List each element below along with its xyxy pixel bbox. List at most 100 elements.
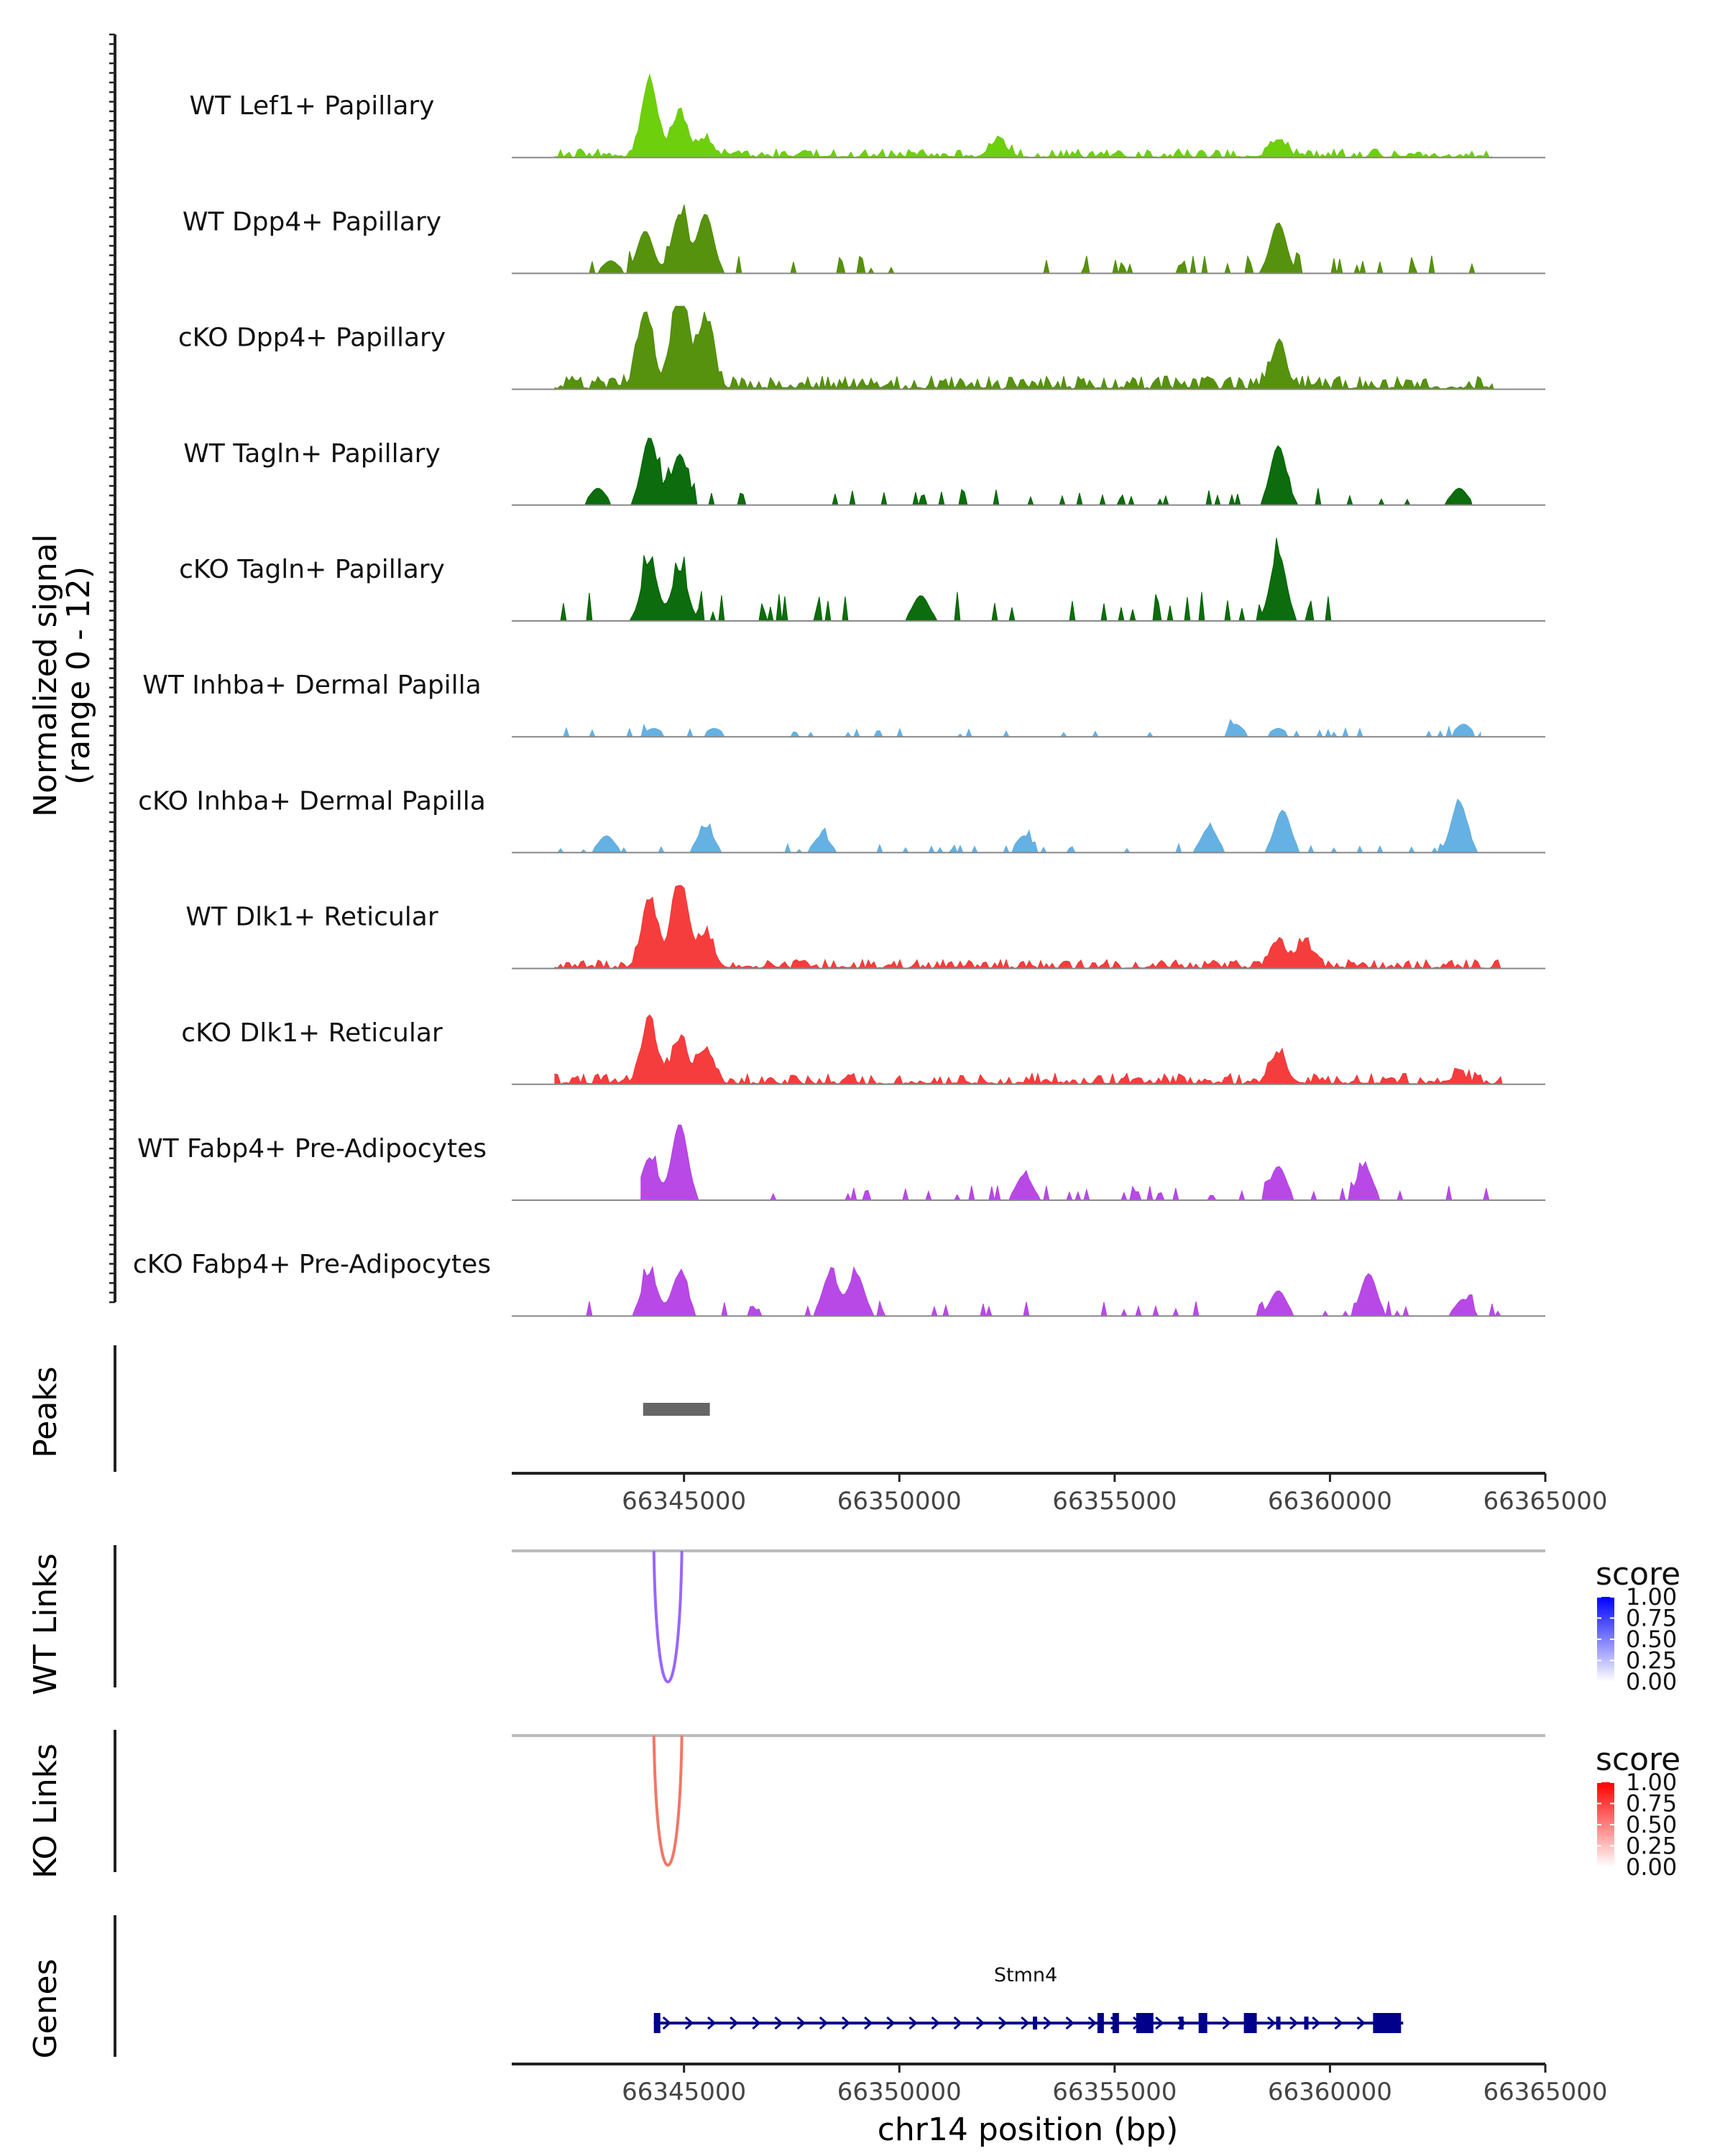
- gene-exon-11: [1373, 2013, 1402, 2033]
- ko-score-legend: score 1.000.750.500.250.00: [1596, 1741, 1680, 1881]
- gene-strand-arrow: [796, 2016, 806, 2030]
- coverage-area-6: [554, 719, 1481, 738]
- legend-tick-label: 0.50: [1626, 1811, 1677, 1838]
- x-axis-bottom-tick-label: 66350000: [837, 2078, 962, 2106]
- gene-strand-arrow: [1356, 2016, 1366, 2030]
- gene-exon-10: [1304, 2017, 1309, 2030]
- coverage-area-10: [640, 1124, 1494, 1202]
- ko-legend-title: score: [1596, 1741, 1680, 1778]
- gene-strand-arrow: [1087, 2016, 1097, 2030]
- legend-tick-label: 0.75: [1626, 1790, 1677, 1818]
- coverage-area-3: [554, 305, 1494, 390]
- coverage-area-1: [554, 73, 1494, 158]
- gene-strand-arrow: [1266, 2016, 1276, 2030]
- gene-strand-arrow: [684, 2016, 694, 2030]
- coverage-track-label-5: cKO Tagln+ Papillary: [179, 555, 445, 584]
- coverage-track-label-7: cKO Inhba+ Dermal Papilla: [138, 786, 486, 816]
- x-axis-top-tick-label: 66345000: [622, 1487, 746, 1516]
- legend-tick-label: 0.00: [1626, 1668, 1677, 1695]
- x-axis-bottom-tick-label: 66360000: [1268, 2078, 1392, 2106]
- x-axis-top-tick-label: 66365000: [1483, 1487, 1607, 1516]
- coverage-area-7: [554, 798, 1481, 854]
- coverage-track-label-8: WT Dlk1+ Reticular: [185, 903, 438, 932]
- gene-strand-arrow: [998, 2016, 1008, 2030]
- gene-strand-arrow: [1334, 2016, 1343, 2030]
- coverage-ylabel-line1: Normalized signal: [27, 534, 64, 817]
- coverage-area-9: [554, 1014, 1503, 1085]
- gene-strand-arrow: [774, 2016, 783, 2030]
- gene-strand-arrow: [1312, 2016, 1321, 2030]
- genes-panel: Stmn4: [114, 1915, 1404, 2057]
- coverage-track-label-2: WT Dpp4+ Papillary: [183, 207, 441, 236]
- coverage-track-label-3: cKO Dpp4+ Papillary: [178, 323, 446, 353]
- gene-strand-arrow: [864, 2016, 873, 2030]
- coverage-area-8: [554, 885, 1503, 969]
- gene-exon-3: [1097, 2013, 1104, 2033]
- gene-name-label: Stmn4: [994, 1964, 1057, 1986]
- legend-tick-label: 0.25: [1626, 1833, 1677, 1860]
- x-axis-bottom-tick-label: 66355000: [1052, 2078, 1177, 2106]
- gene-exon-9: [1276, 2017, 1281, 2030]
- coverage-area-2: [554, 204, 1494, 275]
- coverage-track-label-1: WT Lef1+ Papillary: [190, 91, 435, 121]
- peaks-panel: [114, 1345, 710, 1472]
- legend-tick-label: 0.75: [1626, 1605, 1677, 1632]
- genes-track-label: Genes: [27, 1958, 64, 2058]
- gene-strand-arrow: [1289, 2016, 1299, 2030]
- legend-tick-label: 0.25: [1626, 1647, 1677, 1674]
- links-panel: [114, 1545, 1545, 1872]
- wt-score-legend: score 1.000.750.500.250.00: [1596, 1556, 1680, 1695]
- gene-strand-arrow: [662, 2016, 671, 2030]
- coverage-track-label-6: WT Inhba+ Dermal Papilla: [142, 671, 481, 700]
- coverage-track-label-11: cKO Fabp4+ Pre-Adipocytes: [133, 1250, 491, 1279]
- wt-links-track-label: WT Links: [27, 1553, 64, 1695]
- gene-strand-arrow: [841, 2016, 851, 2030]
- legend-tick-label: 0.50: [1626, 1626, 1677, 1653]
- coverage-area-5: [554, 538, 1395, 622]
- legend-tick-label: 1.00: [1626, 1769, 1677, 1796]
- gene-exon-6: [1179, 2017, 1184, 2030]
- x-axis-top-tick-label: 66350000: [837, 1487, 962, 1516]
- x-axis-title: chr14 position (bp): [878, 2111, 1179, 2148]
- gene-strand-arrow: [819, 2016, 829, 2030]
- wt-legend-title: score: [1596, 1556, 1680, 1593]
- coverage-track-label-10: WT Fabp4+ Pre-Adipocytes: [137, 1134, 487, 1164]
- gene-exon-8: [1243, 2013, 1257, 2033]
- gene-exon-2: [1032, 2017, 1037, 2030]
- gene-strand-arrow: [908, 2016, 918, 2030]
- peak-region-1: [643, 1403, 710, 1416]
- peaks-track-label: Peaks: [27, 1366, 64, 1457]
- gene-strand-arrow: [1222, 2016, 1231, 2030]
- ko-links-track-label: KO Links: [27, 1743, 64, 1879]
- legend-tick-label: 1.00: [1626, 1583, 1677, 1611]
- x-axis-top-tick-label: 66360000: [1268, 1487, 1392, 1516]
- link-arc-1: [652, 1550, 684, 1683]
- gene-exon-1: [653, 2013, 661, 2033]
- gene-exon-5: [1136, 2013, 1154, 2033]
- coverage-panel: WT Lef1+ Papillary WT Dpp4+ Papillary cKO …: [109, 33, 1545, 1318]
- gene-strand-arrow: [931, 2016, 940, 2030]
- gene-strand-arrow: [752, 2016, 761, 2030]
- gene-strand-arrow: [1065, 2016, 1075, 2030]
- gene-strand-arrow: [953, 2016, 962, 2030]
- gene-strand-arrow: [1043, 2016, 1052, 2030]
- gene-exon-7: [1198, 2013, 1208, 2033]
- x-axis-bottom-tick-label: 66345000: [622, 2078, 746, 2106]
- x-axis-bottom-tick-label: 66365000: [1483, 2078, 1607, 2106]
- x-axis-top-tick-label: 66355000: [1052, 1487, 1177, 1516]
- coverage-ylabel-line2: (range 0 - 12): [60, 566, 97, 785]
- coverage-track-label-9: cKO Dlk1+ Reticular: [181, 1018, 443, 1048]
- legend-tick-label: 0.00: [1626, 1853, 1677, 1881]
- x-axis-top: 66345000 66350000 66355000 66360000 66365000: [512, 1472, 1608, 1516]
- x-axis-bottom: 66345000 66350000 66355000 66360000 66365000: [512, 2063, 1608, 2106]
- coverage-area-11: [554, 1266, 1503, 1318]
- gene-strand-arrow: [886, 2016, 896, 2030]
- coverage-area-4: [576, 438, 1473, 507]
- coverage-track-label-4: WT Tagln+ Papillary: [183, 439, 441, 469]
- gene-strand-arrow: [730, 2016, 739, 2030]
- gene-exon-4: [1112, 2013, 1119, 2033]
- link-arc-2: [652, 1735, 684, 1867]
- gene-strand-arrow: [1021, 2016, 1030, 2030]
- gene-strand-arrow: [975, 2016, 985, 2030]
